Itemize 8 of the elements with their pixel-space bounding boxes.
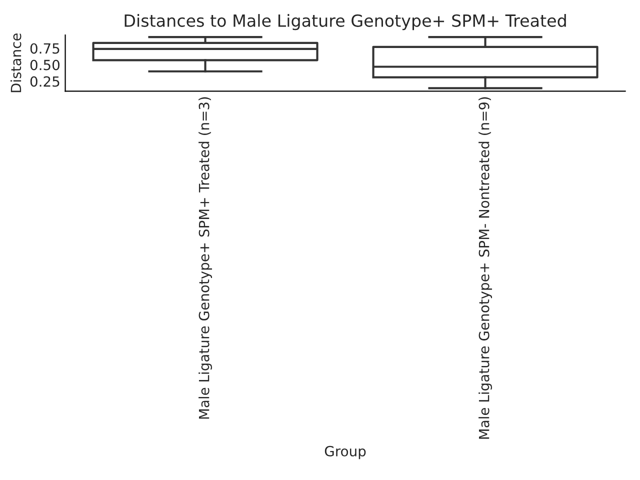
x-tick-label: Male Ligature Genotype+ SPM- Nontreated (n=9): [478, 97, 492, 439]
y-tick-label: 0.75: [30, 43, 60, 54]
x-tick-label: Male Ligature Genotype+ SPM+ Treated (n=3): [198, 97, 212, 419]
x-axis-title: Group: [324, 446, 366, 460]
y-tick-label: 0.50: [30, 60, 60, 70]
y-axis-title: Distance: [10, 33, 22, 92]
y-tick-label: 0.25: [30, 76, 60, 87]
chart-title: Distances to Male Ligature Genotype+ SPM+ Treated: [124, 14, 566, 30]
